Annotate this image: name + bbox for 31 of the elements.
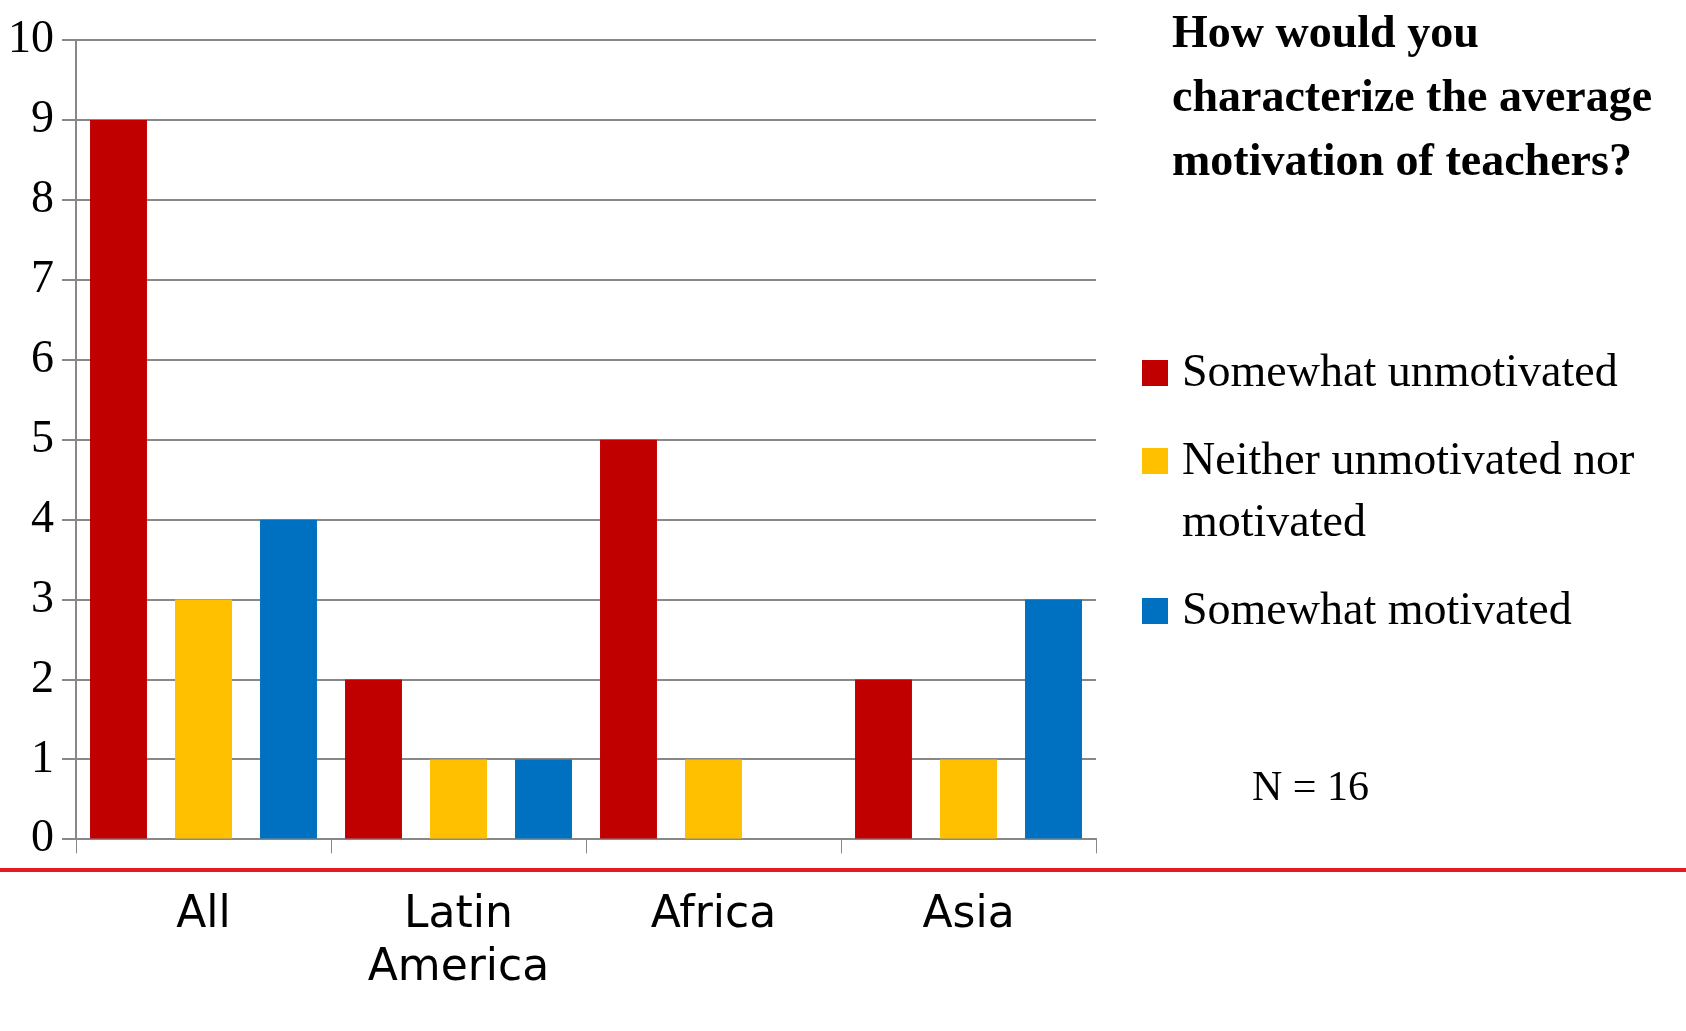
bar — [855, 679, 912, 839]
bar — [1025, 599, 1082, 839]
y-tick-label: 0 — [31, 810, 54, 862]
legend-label: Neither unmotivated nor motivated — [1182, 432, 1636, 548]
bar — [515, 759, 572, 839]
bar — [685, 759, 742, 839]
bar — [430, 759, 487, 839]
y-tick-label: 3 — [31, 570, 54, 622]
legend-label: Somewhat motivated — [1182, 582, 1572, 636]
y-tick-label: 6 — [31, 330, 54, 382]
bar — [175, 599, 232, 839]
y-tick-label: 7 — [31, 250, 54, 302]
text: N = 16 — [1252, 762, 1370, 810]
y-tick-label: 4 — [31, 490, 54, 542]
y-tick-label: 9 — [31, 91, 54, 143]
bar — [90, 119, 147, 839]
bar — [345, 679, 402, 839]
legend-label: Somewhat unmotivated — [1182, 344, 1618, 398]
y-tick-label: 2 — [31, 650, 54, 702]
bar — [940, 759, 997, 839]
y-tick-label: 10 — [8, 11, 54, 63]
x-tick-label: Latin America — [367, 886, 550, 991]
x-tick-label: Asia — [922, 886, 1015, 938]
y-tick-label: 1 — [31, 730, 54, 782]
y-tick-label: 5 — [31, 410, 54, 462]
x-tick-label: All — [176, 886, 231, 938]
x-tick-label: Africa — [650, 886, 777, 938]
text: How would you characterize the average motivation of teachers? — [1172, 5, 1654, 187]
bar — [600, 439, 657, 839]
bar — [260, 519, 317, 839]
y-tick-label: 8 — [31, 170, 54, 222]
